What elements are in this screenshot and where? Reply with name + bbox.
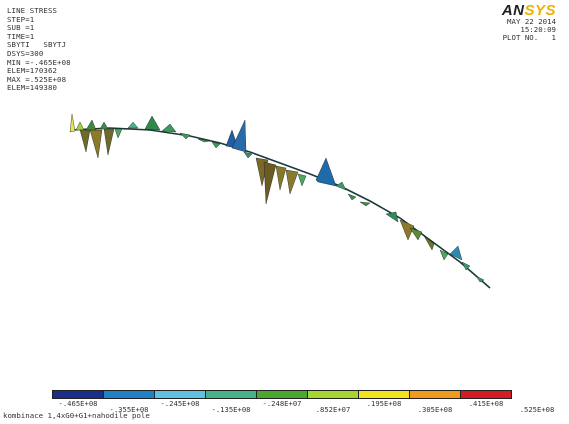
- plot-number: PLOT NO. 1: [502, 33, 556, 43]
- beam-axis-line: [69, 127, 491, 289]
- legend-value-label: .195E+08: [366, 399, 402, 408]
- stress-glyph: [75, 121, 85, 131]
- stress-glyph: [315, 157, 337, 187]
- legend-value-label: -.248E+07: [262, 399, 302, 408]
- stress-glyph: [297, 173, 307, 187]
- legend-value-label: .525E+08: [519, 405, 555, 414]
- legend-value-label: -.355E+08: [109, 405, 149, 414]
- stress-glyph: [263, 161, 277, 205]
- stress-glyph: [231, 119, 247, 153]
- logo-text-sys: SYS: [524, 2, 556, 19]
- stress-glyph: [423, 235, 435, 251]
- info-line: MIN =-.465E+08: [7, 57, 71, 67]
- legend-swatch: [104, 391, 155, 398]
- legend-swatch: [359, 391, 410, 398]
- stress-glyph: [285, 169, 299, 195]
- info-line: LINE STRESS: [7, 6, 58, 15]
- legend-swatch: [461, 391, 511, 398]
- stress-glyphs: [69, 113, 485, 283]
- ansys-logo: ANSYS: [502, 2, 556, 19]
- stress-glyph: [161, 123, 177, 133]
- legend-swatch: [53, 391, 104, 398]
- stress-glyph: [79, 129, 91, 153]
- stress-glyph: [461, 261, 471, 271]
- info-line: TIME=1: [7, 31, 35, 41]
- legend-swatch: [410, 391, 461, 398]
- info-line: STEP=1: [7, 14, 35, 24]
- plot-time: 15:20:09: [520, 25, 556, 35]
- stress-glyph: [243, 151, 253, 159]
- legend-value-label: .415E+08: [468, 399, 504, 408]
- stress-glyph: [359, 201, 371, 207]
- stress-glyph: [275, 165, 287, 191]
- stress-glyph: [114, 128, 123, 139]
- legend-value-label: -.135E+08: [211, 405, 251, 414]
- stress-glyph: [211, 141, 221, 149]
- stress-glyph: [103, 128, 115, 156]
- stress-glyph: [127, 121, 139, 129]
- stress-glyph: [475, 275, 485, 283]
- stress-glyph: [409, 227, 423, 241]
- stress-glyph: [335, 181, 347, 191]
- plot-date: MAY 22 2014: [507, 17, 556, 26]
- stress-glyph: [85, 119, 97, 131]
- stress-glyph: [89, 129, 103, 159]
- stress-glyph: [69, 113, 76, 133]
- stress-glyph: [179, 132, 191, 140]
- stress-glyph: [144, 115, 161, 131]
- contour-legend-bar: [52, 390, 512, 399]
- stress-glyph: [449, 245, 463, 261]
- legend-value-label: .305E+08: [417, 405, 453, 414]
- info-line: ELEM=170362: [7, 66, 58, 76]
- legend-swatch: [308, 391, 359, 398]
- info-line: ELEM=149380: [7, 83, 58, 93]
- result-info-block: LINE STRESS STEP=1 SUB =1 TIME=1 SBYTI S…: [7, 6, 71, 93]
- legend-value-label: .852E+07: [315, 405, 351, 414]
- stress-glyph: [347, 193, 357, 201]
- stress-glyph: [197, 138, 211, 143]
- stress-glyph: [99, 121, 109, 130]
- plot-stamp: MAY 22 2014 15:20:09 PLOT NO. 1: [502, 17, 556, 43]
- legend-value-label: -.465E+08: [58, 399, 98, 408]
- info-line: SUB =1: [7, 23, 35, 33]
- legend-value-label: -.245E+08: [160, 399, 200, 408]
- stress-glyph: [439, 249, 449, 261]
- info-line: MAX =.525E+08: [7, 74, 67, 84]
- info-line: DSYS=300: [7, 48, 44, 58]
- load-case-caption: kombinace 1,4xG0+G1+nahodile pole: [3, 411, 150, 420]
- legend-swatch: [257, 391, 308, 398]
- info-line: SBYTI SBYTJ: [7, 40, 67, 50]
- stress-glyph: [399, 219, 415, 241]
- logo-text-an: AN: [501, 2, 525, 19]
- stress-glyph: [385, 211, 399, 223]
- legend-swatch: [206, 391, 257, 398]
- legend-swatch: [155, 391, 206, 398]
